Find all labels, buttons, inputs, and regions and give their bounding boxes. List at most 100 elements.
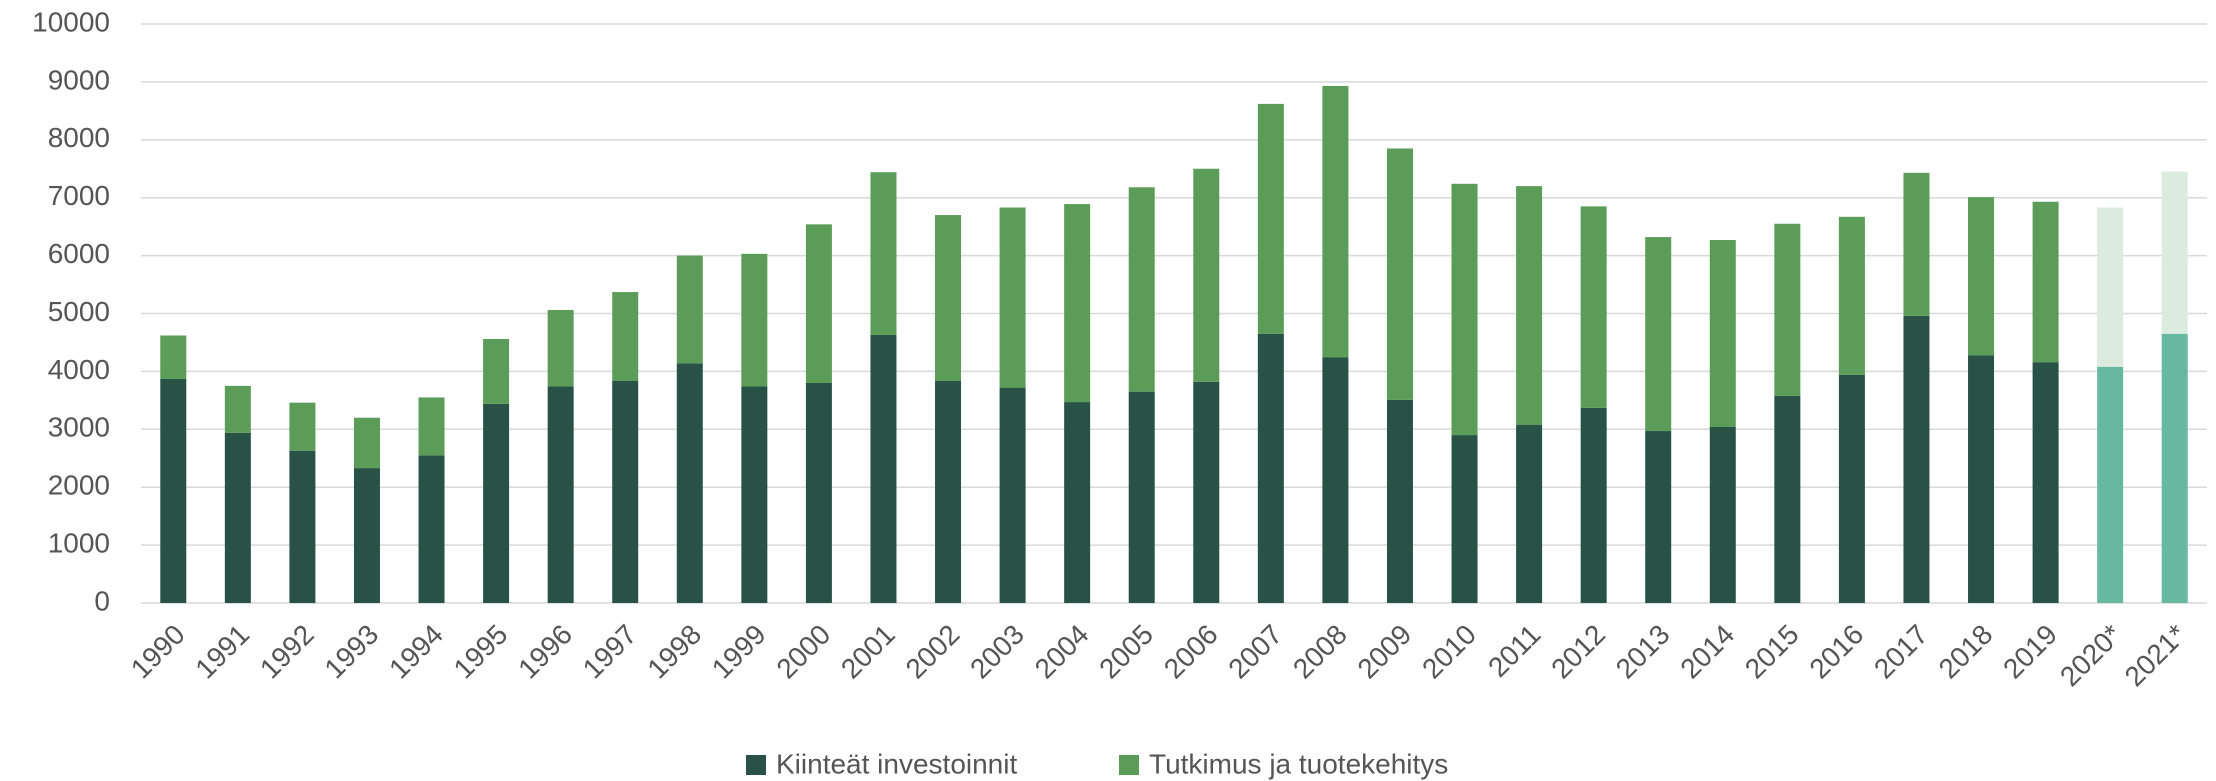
bar-segment bbox=[1193, 168, 1220, 382]
bar-segment bbox=[1322, 357, 1349, 603]
bar-segment bbox=[935, 380, 962, 603]
x-tick-label: 2021* bbox=[2119, 618, 2193, 692]
legend-label: Tutkimus ja tuotekehitys bbox=[1149, 748, 1448, 779]
x-tick-label: 2011 bbox=[1482, 619, 1547, 684]
legend-swatch bbox=[1119, 755, 1139, 775]
bar-segment bbox=[1774, 395, 1801, 603]
bar-segment bbox=[1645, 237, 1672, 432]
y-tick-label: 8000 bbox=[48, 122, 110, 153]
bar-segment bbox=[1838, 216, 1865, 375]
x-tick-label: 1990 bbox=[125, 619, 191, 685]
bar-segment bbox=[805, 382, 832, 603]
x-tick-label: 1995 bbox=[448, 619, 514, 685]
bar-segment bbox=[1774, 223, 1801, 396]
bar-segment bbox=[1128, 187, 1155, 392]
bar-segment bbox=[1064, 204, 1091, 403]
y-tick-label: 5000 bbox=[48, 296, 110, 327]
bar-segment bbox=[1709, 426, 1736, 603]
bar-segment bbox=[2097, 207, 2124, 367]
x-tick-label: 2006 bbox=[1158, 619, 1224, 685]
x-tick-label: 2005 bbox=[1093, 619, 1159, 685]
bar-segment bbox=[1968, 355, 1995, 603]
bar-segment bbox=[224, 432, 251, 603]
bar-segment bbox=[353, 417, 380, 469]
bar-segment bbox=[289, 450, 316, 603]
bar-segment bbox=[1580, 206, 1607, 408]
bar-segment bbox=[1516, 186, 1543, 425]
bar-segment bbox=[741, 253, 768, 387]
y-tick-label: 4000 bbox=[48, 354, 110, 385]
bar-segment bbox=[2032, 201, 2059, 363]
legend-swatch bbox=[746, 755, 766, 775]
bar-segment bbox=[1451, 183, 1478, 436]
y-tick-label: 1000 bbox=[48, 527, 110, 558]
bar-segment bbox=[1903, 172, 1930, 316]
bar-segment bbox=[483, 403, 510, 603]
x-tick-label: 2000 bbox=[770, 619, 836, 685]
x-tick-label: 2015 bbox=[1739, 619, 1805, 685]
bar-segment bbox=[999, 387, 1026, 603]
x-tick-label: 2002 bbox=[900, 619, 966, 685]
bar-segment bbox=[1064, 402, 1091, 603]
bar-segment bbox=[2032, 362, 2059, 603]
bar-segment bbox=[1516, 424, 1543, 603]
bar-segment bbox=[1838, 374, 1865, 603]
bar-segment bbox=[870, 334, 897, 603]
bar-segment bbox=[1257, 333, 1284, 603]
bar-segment bbox=[1128, 391, 1155, 603]
bar-segment bbox=[1257, 103, 1284, 334]
y-tick-label: 2000 bbox=[48, 470, 110, 501]
bar-segment bbox=[870, 172, 897, 335]
x-tick-label: 1997 bbox=[577, 619, 643, 685]
bar-segment bbox=[1580, 407, 1607, 603]
bar-segment bbox=[160, 378, 187, 603]
x-tick-label: 2020* bbox=[2054, 618, 2128, 692]
x-tick-label: 2007 bbox=[1222, 619, 1288, 685]
bar-segment bbox=[741, 386, 768, 603]
bar-segment bbox=[483, 338, 510, 404]
bar-segment bbox=[2161, 333, 2188, 603]
bar-segment bbox=[160, 335, 187, 379]
bar-segment bbox=[999, 207, 1026, 388]
bar-segment bbox=[547, 386, 574, 603]
bar-segment bbox=[676, 255, 703, 364]
x-tick-label: 1999 bbox=[706, 619, 772, 685]
bar-segment bbox=[1386, 148, 1413, 400]
bar-segment bbox=[289, 402, 316, 451]
y-tick-label: 3000 bbox=[48, 412, 110, 443]
x-tick-label: 1996 bbox=[512, 619, 578, 685]
y-tick-label: 10000 bbox=[32, 6, 110, 37]
bar-segment bbox=[1709, 239, 1736, 427]
bar-segment bbox=[418, 397, 445, 456]
x-tick-label: 1998 bbox=[641, 619, 707, 685]
y-tick-label: 6000 bbox=[48, 238, 110, 269]
bar-segment bbox=[612, 292, 639, 381]
bar-segment bbox=[1968, 197, 1995, 356]
x-tick-label: 2008 bbox=[1287, 619, 1353, 685]
x-tick-label: 2017 bbox=[1868, 619, 1934, 685]
y-tick-label: 7000 bbox=[48, 180, 110, 211]
bar-segment bbox=[2161, 171, 2188, 334]
x-tick-label: 2004 bbox=[1029, 619, 1095, 685]
x-tick-label: 2010 bbox=[1416, 619, 1482, 685]
bar-segment bbox=[547, 310, 574, 387]
bar-segment bbox=[1386, 399, 1413, 603]
x-tick-label: 1992 bbox=[254, 619, 320, 685]
y-tick-label: 9000 bbox=[48, 64, 110, 95]
x-tick-label: 2003 bbox=[964, 619, 1030, 685]
legend-label: Kiinteät investoinnit bbox=[776, 748, 1017, 779]
bar-segment bbox=[2097, 366, 2124, 603]
bar-segment bbox=[418, 455, 445, 603]
x-tick-label: 2014 bbox=[1674, 619, 1740, 685]
x-tick-label: 2013 bbox=[1610, 619, 1676, 685]
x-tick-label: 1993 bbox=[318, 619, 384, 685]
x-tick-label: 1994 bbox=[383, 619, 449, 685]
x-tick-label: 2001 bbox=[835, 619, 901, 685]
bar-segment bbox=[935, 215, 962, 381]
bar-segment bbox=[1451, 435, 1478, 603]
bar-segment bbox=[1193, 381, 1220, 603]
bar-segment bbox=[1322, 85, 1349, 358]
x-tick-label: 2019 bbox=[1997, 619, 2063, 685]
x-tick-label: 2018 bbox=[1933, 619, 1999, 685]
